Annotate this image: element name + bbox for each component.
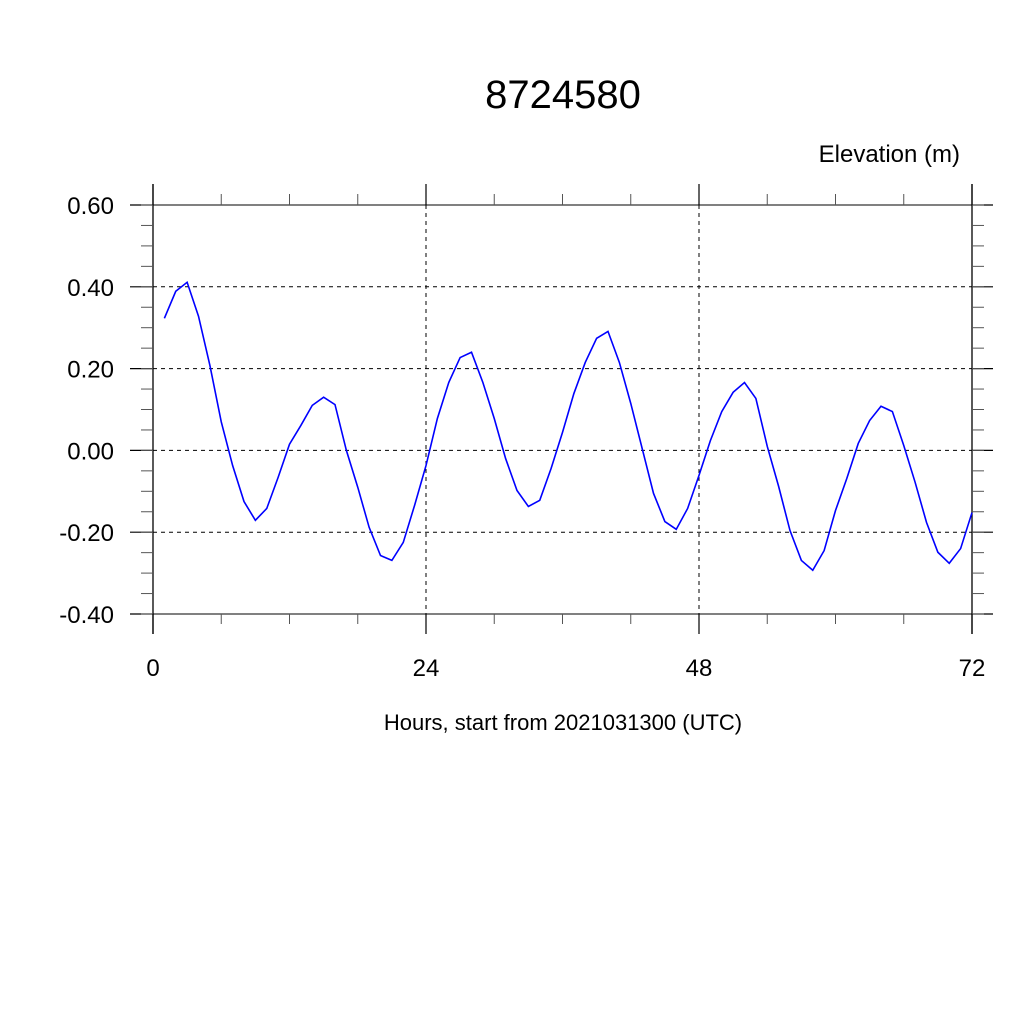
x-tick-label: 48 (686, 655, 713, 682)
x-tick-label: 0 (146, 655, 159, 682)
y-tick-label: 0.60 (67, 193, 114, 220)
y-tick-label: 0.40 (67, 275, 114, 302)
x-tick-label: 72 (959, 655, 986, 682)
y-tick-label: 0.00 (67, 438, 114, 465)
y-tick-label: -0.20 (59, 520, 114, 547)
x-axis-label: Hours, start from 2021031300 (UTC) (384, 710, 742, 735)
y-tick-label: 0.20 (67, 357, 114, 384)
chart-title: 8724580 (485, 73, 641, 117)
y-tick-label: -0.40 (59, 602, 114, 629)
x-tick-label: 24 (413, 655, 440, 682)
y-axis-label: Elevation (m) (819, 141, 960, 168)
series-line (164, 282, 972, 570)
